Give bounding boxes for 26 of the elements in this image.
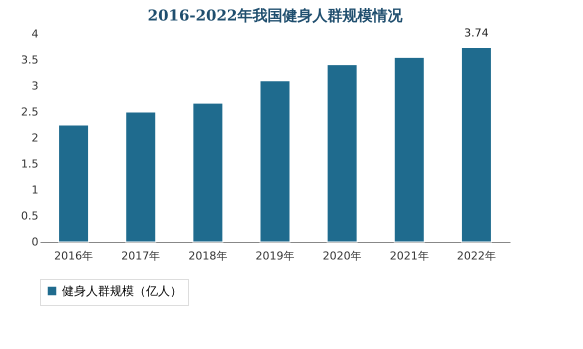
chart-title: 2016-2022年我国健身人群规模情况 bbox=[148, 6, 404, 25]
x-tick-label: 2021年 bbox=[390, 250, 429, 262]
bar bbox=[192, 102, 224, 242]
y-tick-label: 0 bbox=[32, 236, 38, 248]
y-tick-label: 0.5 bbox=[21, 210, 38, 222]
y-tick-label: 3 bbox=[32, 80, 38, 92]
bar bbox=[460, 47, 492, 242]
data-label: 3.74 bbox=[464, 26, 489, 40]
y-tick-label: 2 bbox=[32, 132, 38, 144]
x-tick-label: 2018年 bbox=[188, 250, 228, 262]
x-tick-label: 2016年 bbox=[54, 250, 94, 262]
x-tick-label: 2017年 bbox=[121, 250, 160, 262]
bar bbox=[326, 64, 358, 242]
x-tick-label: 2022年 bbox=[456, 250, 496, 262]
legend-label: 健身人群规模（亿人） bbox=[62, 284, 182, 298]
y-tick-label: 1 bbox=[32, 184, 38, 196]
y-tick-label: 2.5 bbox=[21, 106, 38, 118]
y-tick-label: 1.5 bbox=[21, 158, 38, 170]
x-tick-label: 2019年 bbox=[256, 250, 294, 262]
bar bbox=[58, 124, 90, 242]
y-tick-label: 4 bbox=[32, 28, 38, 40]
bar bbox=[125, 112, 156, 242]
x-tick-label: 2020年 bbox=[322, 250, 362, 262]
bar bbox=[394, 56, 425, 242]
y-tick-label: 3.5 bbox=[21, 54, 38, 66]
bar bbox=[260, 80, 290, 242]
